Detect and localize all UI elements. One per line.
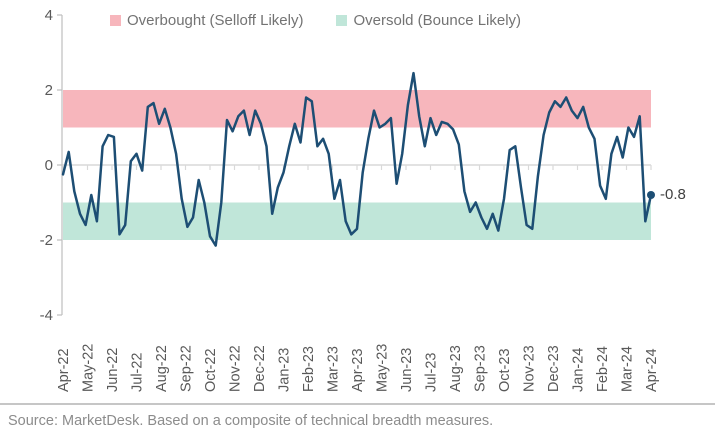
x-tick-label: Aug-23 — [448, 345, 464, 392]
x-tick-label: Mar-23 — [326, 346, 342, 392]
y-tick-label: -4 — [40, 307, 53, 324]
legend-item-oversold: Oversold (Bounce Likely) — [336, 12, 521, 29]
x-tick-label: Jan-23 — [277, 348, 293, 392]
x-tick-label: Sep-22 — [179, 345, 195, 392]
y-tick-label: -2 — [40, 232, 53, 249]
plot-area: 4 2 0 -2 -4 Apr-22 May-22 Jun-22 Jul-22 Aug-22 Sep… — [40, 7, 660, 393]
y-tick-label: 2 — [45, 82, 53, 99]
source-note: Source: MarketDesk. Based on a composite… — [8, 413, 494, 429]
x-tick-label: Oct-23 — [497, 348, 513, 392]
y-tick-label: 4 — [45, 7, 53, 24]
chart-footer: Source: MarketDesk. Based on a composite… — [0, 403, 715, 429]
chart-legend: Overbought (Selloff Likely) Oversold (Bo… — [110, 12, 521, 29]
x-tick-label: Sep-23 — [473, 345, 489, 392]
x-tick-label: Apr-22 — [56, 348, 72, 392]
oversold-swatch-icon — [336, 15, 348, 26]
x-tick-label: Jul-22 — [130, 353, 146, 393]
y-tick-label: 0 — [45, 157, 53, 174]
x-tick-label: Dec-23 — [546, 345, 562, 392]
x-tick-label: May-23 — [375, 344, 391, 392]
indicator-line — [61, 71, 653, 247]
last-value-marker — [647, 191, 655, 199]
x-tick-label: Jun-22 — [105, 348, 121, 392]
x-tick-label: Apr-23 — [350, 348, 366, 392]
x-tick-label: Dec-22 — [252, 345, 268, 392]
x-tick-label: Nov-23 — [522, 345, 538, 392]
legend-item-overbought: Overbought (Selloff Likely) — [110, 12, 303, 29]
footer-divider — [0, 403, 715, 405]
x-tick-label: Feb-24 — [595, 346, 611, 392]
x-tick-label: Jun-23 — [399, 348, 415, 392]
last-value-label: -0.8 — [660, 186, 686, 203]
overbought-swatch-icon — [110, 15, 121, 26]
x-tick-label: Nov-22 — [228, 345, 244, 392]
x-tick-label: Apr-24 — [644, 348, 660, 392]
x-tick-label: May-22 — [81, 344, 97, 392]
x-tick-label: Oct-22 — [203, 348, 219, 392]
x-tick-label: Aug-22 — [154, 345, 170, 392]
x-tick-label: Feb-23 — [301, 346, 317, 392]
x-tick-label: Mar-24 — [620, 346, 636, 392]
legend-oversold-label: Oversold (Bounce Likely) — [353, 12, 522, 29]
legend-overbought-label: Overbought (Selloff Likely) — [127, 12, 304, 29]
x-tick-label: Jul-23 — [424, 353, 440, 393]
overbought-band — [63, 90, 651, 128]
x-tick-label: Jan-24 — [571, 348, 587, 392]
